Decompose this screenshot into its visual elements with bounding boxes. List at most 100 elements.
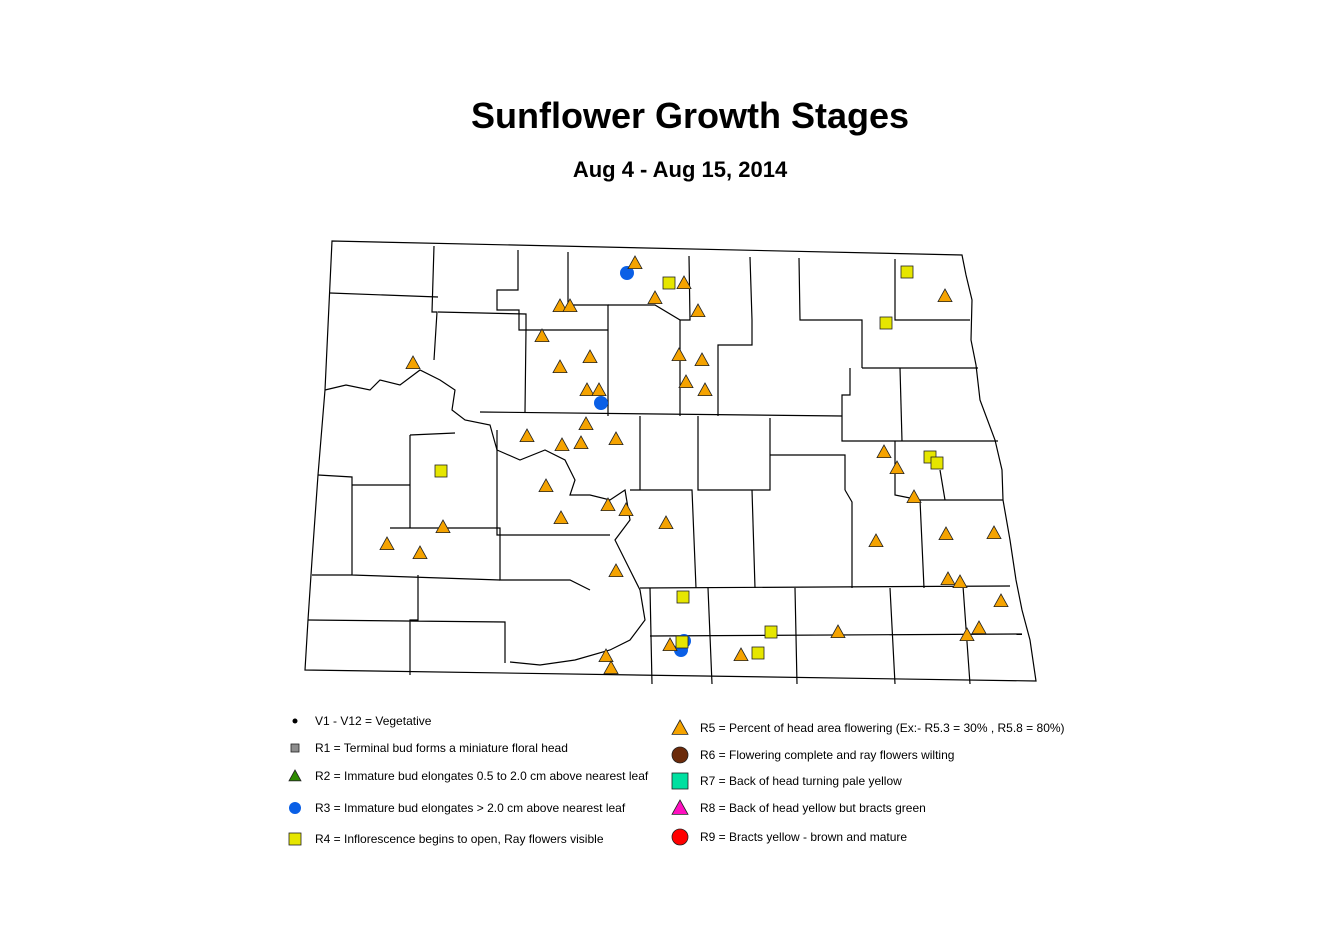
marker-r5 bbox=[379, 536, 395, 550]
legend-label: R3 = Immature bud elongates > 2.0 cm abo… bbox=[315, 801, 626, 815]
marker-r5 bbox=[937, 288, 953, 303]
county-line bbox=[649, 587, 653, 685]
legend-item-r6: R6 = Flowering complete and ray flowers … bbox=[670, 746, 954, 764]
map-subtitle: Aug 4 - Aug 15, 2014 bbox=[572, 157, 788, 182]
marker-r5 bbox=[959, 627, 975, 641]
marker-r5 bbox=[906, 489, 922, 504]
county-line bbox=[409, 432, 456, 528]
marker-r4 bbox=[675, 635, 689, 649]
legend-item-r1: R1 = Terminal bud forms a miniature flor… bbox=[285, 739, 568, 757]
marker-r5 bbox=[598, 648, 614, 662]
marker-r5 bbox=[662, 637, 678, 651]
marker-r5 bbox=[830, 624, 846, 638]
county-line bbox=[894, 259, 970, 321]
marker-r4 bbox=[930, 456, 944, 470]
county-line bbox=[317, 474, 353, 548]
marker-r5 bbox=[405, 355, 421, 370]
county-line bbox=[479, 411, 843, 417]
marker-r5 bbox=[553, 510, 569, 524]
marker-r5 bbox=[618, 502, 634, 516]
marker-r5 bbox=[579, 382, 595, 397]
legend-label: V1 - V12 = Vegetative bbox=[315, 714, 432, 728]
observation-markers bbox=[379, 255, 1009, 674]
marker-r3 bbox=[594, 396, 608, 410]
legend-label: R1 = Terminal bud forms a miniature flor… bbox=[315, 741, 568, 755]
marker-r5 bbox=[647, 290, 663, 305]
marker-r4 bbox=[676, 590, 690, 604]
legend-item-r8: R8 = Back of head yellow but bracts gree… bbox=[670, 799, 926, 817]
county-line bbox=[770, 454, 846, 490]
triangle-icon bbox=[288, 769, 302, 782]
county-line bbox=[751, 489, 756, 589]
county-line bbox=[680, 255, 691, 321]
marker-r5 bbox=[676, 275, 692, 290]
county-line bbox=[329, 292, 439, 298]
county-line bbox=[496, 250, 608, 331]
state-outline bbox=[304, 240, 1037, 682]
circle-icon bbox=[289, 802, 301, 814]
legend-item-r3: R3 = Immature bud elongates > 2.0 cm abo… bbox=[285, 799, 625, 817]
marker-r5 bbox=[694, 352, 710, 367]
triangle-symbol bbox=[671, 799, 689, 815]
square-symbol bbox=[671, 772, 689, 790]
marker-r5 bbox=[578, 416, 594, 431]
marker-r5 bbox=[868, 533, 884, 547]
county-line bbox=[894, 441, 1003, 589]
marker-r5 bbox=[690, 303, 706, 318]
marker-r5 bbox=[552, 298, 568, 313]
marker-r5 bbox=[562, 298, 578, 313]
county-line bbox=[324, 369, 646, 666]
county-line bbox=[844, 489, 853, 588]
dot-symbol bbox=[292, 718, 298, 724]
marker-r5 bbox=[971, 620, 987, 634]
marker-r5 bbox=[603, 660, 619, 674]
marker-r5 bbox=[627, 255, 643, 270]
legend-item-r2: R2 = Immature bud elongates 0.5 to 2.0 c… bbox=[285, 767, 648, 785]
square-symbol bbox=[290, 743, 300, 753]
marker-r5 bbox=[554, 437, 570, 452]
marker-r5 bbox=[940, 571, 956, 585]
marker-r5 bbox=[573, 435, 589, 450]
map-title: Sunflower Growth Stages bbox=[470, 95, 910, 136]
county-line bbox=[899, 367, 903, 442]
marker-r4 bbox=[879, 316, 893, 330]
marker-r5 bbox=[591, 382, 607, 397]
marker-r5 bbox=[952, 574, 968, 588]
marker-r5 bbox=[552, 359, 568, 374]
county-line bbox=[312, 548, 501, 581]
marker-r5 bbox=[671, 347, 687, 362]
legend-item-r5: R5 = Percent of head area flowering (Ex:… bbox=[670, 719, 1065, 737]
marker-r5 bbox=[608, 431, 624, 446]
marker-r5 bbox=[600, 497, 616, 512]
marker-r5 bbox=[986, 525, 1002, 539]
legend-label: R5 = Percent of head area flowering (Ex:… bbox=[700, 721, 1065, 735]
marker-r5 bbox=[608, 563, 624, 577]
legend-label: R6 = Flowering complete and ray flowers … bbox=[700, 748, 955, 762]
square-icon bbox=[671, 772, 689, 790]
marker-r5 bbox=[697, 382, 713, 397]
legend-item-r9: R9 = Bracts yellow - brown and mature bbox=[670, 828, 907, 846]
circle-symbol bbox=[671, 746, 689, 764]
marker-r5 bbox=[534, 328, 550, 343]
circle-icon bbox=[671, 828, 689, 846]
marker-r5 bbox=[412, 545, 428, 559]
marker-r5 bbox=[582, 349, 598, 364]
square-icon bbox=[288, 832, 302, 846]
legend-label: R4 = Inflorescence begins to open, Ray f… bbox=[315, 832, 604, 846]
marker-r5 bbox=[993, 593, 1009, 607]
marker-r5 bbox=[538, 478, 554, 493]
marker-r5 bbox=[435, 519, 451, 533]
triangle-symbol bbox=[288, 769, 302, 782]
county-line bbox=[437, 311, 527, 413]
legend-item-r4: R4 = Inflorescence begins to open, Ray f… bbox=[285, 830, 604, 848]
triangle-icon bbox=[671, 799, 689, 815]
marker-r5 bbox=[733, 647, 749, 661]
square-icon bbox=[290, 743, 300, 753]
marker-r4 bbox=[751, 646, 765, 660]
triangle-icon bbox=[671, 719, 689, 735]
county-line bbox=[697, 416, 771, 491]
marker-r4 bbox=[434, 464, 448, 478]
legend-label: R7 = Back of head turning pale yellow bbox=[700, 774, 902, 788]
county-line bbox=[639, 585, 1011, 589]
